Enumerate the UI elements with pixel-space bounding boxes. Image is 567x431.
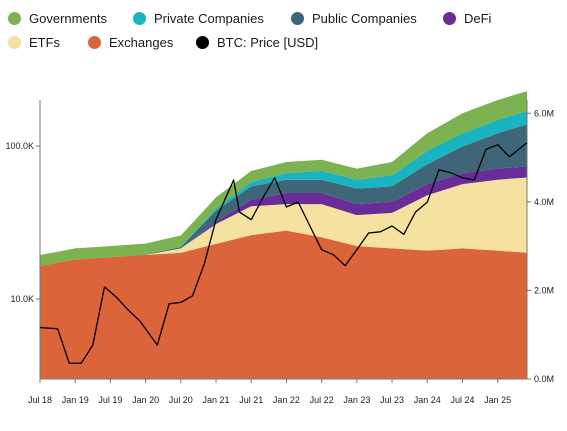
legend-label-governments: Governments	[29, 10, 108, 26]
x-tick-label: Jan 19	[62, 395, 89, 405]
right-tick-label: 2.0M	[534, 285, 554, 295]
legend-label-public-companies: Public Companies	[312, 10, 417, 26]
x-tick-label: Jan 21	[203, 395, 230, 405]
x-tick-label: Jul 18	[28, 395, 52, 405]
legend-dot-public-companies	[291, 11, 304, 25]
legend-dot-governments	[8, 11, 21, 25]
left-tick-label: 10.0K	[10, 294, 34, 304]
legend-item-public-companies[interactable]: Public Companies	[291, 11, 443, 26]
legend-dot-private-companies	[133, 11, 146, 25]
legend-dot-exchanges	[88, 35, 101, 49]
legend-label-btc-price: BTC: Price [USD]	[217, 34, 319, 50]
area-exchanges	[40, 230, 527, 379]
legend-item-exchanges[interactable]: Exchanges	[88, 35, 196, 50]
x-tick-label: Jan 22	[273, 395, 300, 405]
area-defi	[40, 166, 527, 267]
right-tick-label: 0.0M	[534, 374, 554, 384]
legend-row-1: Governments Private Companies Public Com…	[8, 6, 528, 30]
left-axis-ticks: 10.0K 100.0K	[5, 141, 40, 304]
btc-price-line	[39, 142, 528, 364]
x-tick-label: Jul 19	[98, 395, 122, 405]
x-tick-label: Jan 23	[343, 395, 370, 405]
right-tick-label: 4.0M	[534, 197, 554, 207]
x-tick-label: Jul 24	[450, 395, 474, 405]
legend-label-etfs: ETFs	[29, 34, 61, 50]
x-tick-label: Jan 25	[484, 395, 511, 405]
x-tick-label: Jul 23	[380, 395, 404, 405]
area-governments	[40, 91, 527, 267]
left-tick-label: 100.0K	[5, 141, 34, 151]
legend-item-private-companies[interactable]: Private Companies	[133, 11, 291, 26]
legend-label-defi: DeFi	[464, 10, 492, 26]
x-tick-label: Jul 22	[310, 395, 334, 405]
x-tick-label: Jul 21	[239, 395, 263, 405]
area-etfs	[40, 177, 527, 267]
x-tick-label: Jul 20	[169, 395, 193, 405]
right-tick-label: 6.0M	[534, 108, 554, 118]
right-axis-ticks: 0.0M 2.0M 4.0M 6.0M	[527, 108, 554, 384]
legend-dot-btc-price	[196, 35, 209, 49]
legend: Governments Private Companies Public Com…	[8, 6, 528, 54]
legend-dot-defi	[443, 11, 456, 25]
legend-row-2: ETFs Exchanges BTC: Price [USD]	[8, 30, 528, 54]
x-tick-label: Jan 24	[414, 395, 441, 405]
legend-item-defi[interactable]: DeFi	[443, 11, 491, 26]
legend-label-private-companies: Private Companies	[154, 10, 264, 26]
x-tick-label: Jan 20	[132, 395, 159, 405]
price-layer	[39, 142, 528, 364]
legend-label-exchanges: Exchanges	[109, 34, 174, 50]
legend-item-governments[interactable]: Governments	[8, 11, 133, 26]
legend-item-btc-price[interactable]: BTC: Price [USD]	[196, 35, 318, 50]
legend-item-etfs[interactable]: ETFs	[8, 35, 88, 50]
x-axis-ticks: Jul 18 Jan 19 Jul 19 Jan 20 Jul 20 Jan 21 Jul …	[28, 379, 511, 405]
stacked-areas	[40, 91, 527, 379]
legend-dot-etfs	[8, 35, 21, 49]
